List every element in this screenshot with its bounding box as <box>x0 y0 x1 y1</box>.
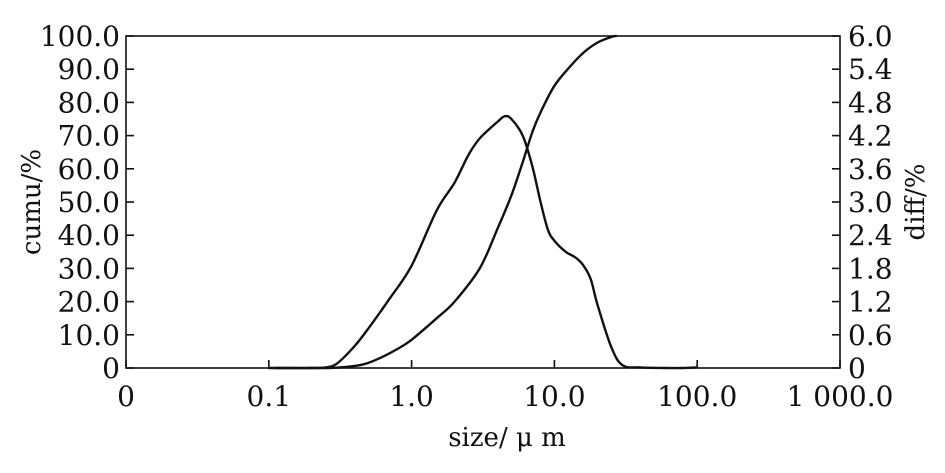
plot-frame <box>125 35 841 369</box>
right-y-tick-label: 1.8 <box>848 252 893 285</box>
left-y-tick-label: 40.0 <box>58 219 120 252</box>
left-y-tick-label: 80.0 <box>58 86 120 119</box>
left-y-axis-title: cumu/% <box>17 149 47 255</box>
right-y-tick-label: 4.8 <box>848 86 893 119</box>
left-y-tick-label: 0 <box>102 352 120 385</box>
right-y-tick-label: 5.4 <box>848 53 893 86</box>
right-y-tick-label: 2.4 <box>848 219 893 252</box>
right-y-tick-label: 1.2 <box>848 286 893 319</box>
left-y-tick-label: 100.0 <box>40 20 120 53</box>
left-y-tick-label: 70.0 <box>58 120 120 153</box>
x-tick-label: 0.1 <box>247 380 292 413</box>
cumulative-distribution-line <box>267 34 618 370</box>
x-tick-label: 1.0 <box>389 380 434 413</box>
right-y-tick-label: 3.0 <box>848 186 893 219</box>
x-axis-title: size/ μ m <box>448 423 566 453</box>
left-y-axis-ticks: 010.020.030.040.050.060.070.080.090.0100… <box>40 20 134 385</box>
x-tick-label: 1 000.0 <box>787 380 894 413</box>
x-tick-label: 100.0 <box>657 380 737 413</box>
x-tick-label: 0 <box>117 380 135 413</box>
right-y-axis-ticks: 00.61.21.82.43.03.64.24.85.46.0 <box>832 20 893 385</box>
left-y-tick-label: 90.0 <box>58 53 120 86</box>
right-y-tick-label: 0.6 <box>848 319 893 352</box>
left-y-tick-label: 60.0 <box>58 153 120 186</box>
left-y-tick-label: 30.0 <box>58 252 120 285</box>
x-axis-ticks: 0 0.1 1.0 10.0 100.0 1 000.0 <box>117 360 893 413</box>
right-y-axis-title: diff/% <box>901 164 931 241</box>
right-y-tick-label: 6.0 <box>848 20 893 53</box>
series-group <box>267 34 699 370</box>
left-y-tick-label: 10.0 <box>58 319 120 352</box>
differential-distribution-line <box>273 114 699 370</box>
left-y-tick-label: 20.0 <box>58 286 120 319</box>
right-y-tick-label: 3.6 <box>848 153 893 186</box>
right-y-tick-label: 4.2 <box>848 120 893 153</box>
x-tick-label: 10.0 <box>523 380 585 413</box>
right-y-tick-label: 0 <box>848 352 866 385</box>
left-y-tick-label: 50.0 <box>58 186 120 219</box>
